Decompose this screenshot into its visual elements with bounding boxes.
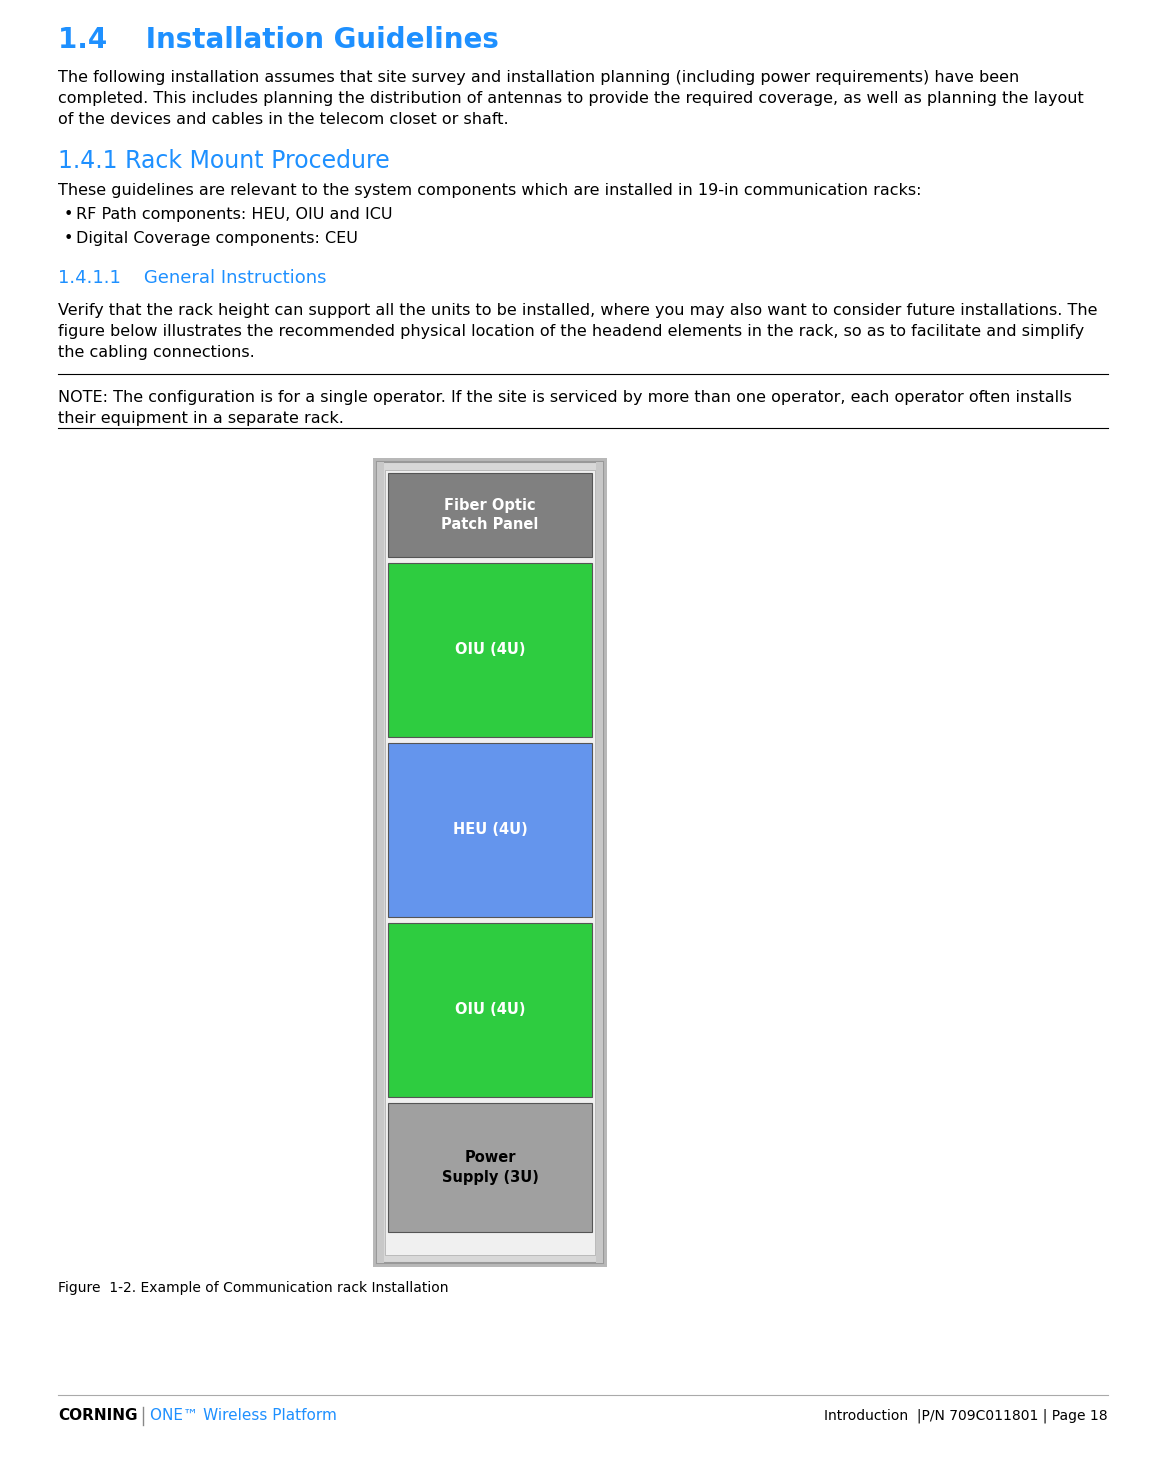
Text: 1.4.1.1    General Instructions: 1.4.1.1 General Instructions xyxy=(58,269,327,286)
Text: RF Path components: HEU, OIU and ICU: RF Path components: HEU, OIU and ICU xyxy=(76,207,392,222)
Text: OIU (4U): OIU (4U) xyxy=(455,643,526,657)
Text: Fiber Optic
Patch Panel: Fiber Optic Patch Panel xyxy=(441,498,538,532)
Text: the cabling connections.: the cabling connections. xyxy=(58,345,255,359)
Text: completed. This includes planning the distribution of antennas to provide the re: completed. This includes planning the di… xyxy=(58,91,1084,107)
Text: Verify that the rack height can support all the units to be installed, where you: Verify that the rack height can support … xyxy=(58,302,1098,318)
Bar xyxy=(388,473,592,557)
Text: HEU (4U): HEU (4U) xyxy=(452,823,527,837)
Text: of the devices and cables in the telecom closet or shaft.: of the devices and cables in the telecom… xyxy=(58,112,508,127)
Text: Power
Supply (3U): Power Supply (3U) xyxy=(442,1150,538,1185)
Bar xyxy=(595,462,602,1262)
Text: ONE™ Wireless Platform: ONE™ Wireless Platform xyxy=(150,1408,337,1423)
Text: •: • xyxy=(64,207,73,222)
Bar xyxy=(388,744,592,918)
Text: Introduction  |P/N 709C011801 | Page 18: Introduction |P/N 709C011801 | Page 18 xyxy=(825,1408,1108,1423)
Text: Figure  1-2. Example of Communication rack Installation: Figure 1-2. Example of Communication rac… xyxy=(58,1281,449,1294)
Bar xyxy=(377,462,602,1262)
Text: their equipment in a separate rack.: their equipment in a separate rack. xyxy=(58,411,344,427)
Text: The following installation assumes that site survey and installation planning (i: The following installation assumes that … xyxy=(58,70,1019,85)
Bar xyxy=(388,562,592,736)
Text: Digital Coverage components: CEU: Digital Coverage components: CEU xyxy=(76,231,358,245)
Bar xyxy=(373,457,607,1267)
Text: These guidelines are relevant to the system components which are installed in 19: These guidelines are relevant to the sys… xyxy=(58,183,921,199)
Bar xyxy=(385,470,595,1255)
Text: 1.4    Installation Guidelines: 1.4 Installation Guidelines xyxy=(58,26,499,54)
Text: 1.4.1 Rack Mount Procedure: 1.4.1 Rack Mount Procedure xyxy=(58,149,390,172)
Text: •: • xyxy=(64,231,73,245)
Bar xyxy=(377,462,384,1262)
Bar xyxy=(388,923,592,1097)
Bar xyxy=(388,1103,592,1232)
Text: NOTE: The configuration is for a single operator. If the site is serviced by mor: NOTE: The configuration is for a single … xyxy=(58,390,1072,405)
Text: figure below illustrates the recommended physical location of the headend elemen: figure below illustrates the recommended… xyxy=(58,324,1084,339)
Text: CORNING: CORNING xyxy=(58,1408,137,1423)
Text: OIU (4U): OIU (4U) xyxy=(455,1002,526,1017)
